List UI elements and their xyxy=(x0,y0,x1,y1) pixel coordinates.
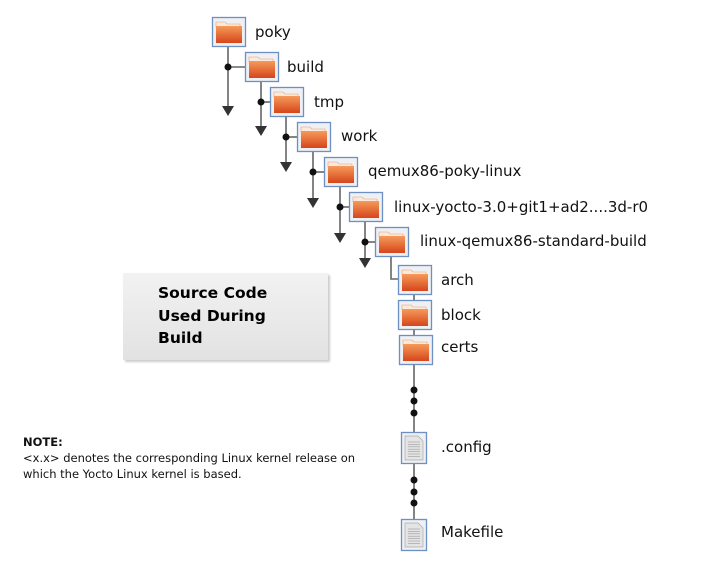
arrow-down-icon xyxy=(222,106,234,116)
ellipsis-dot xyxy=(410,386,418,394)
arrow-down-icon xyxy=(280,162,292,172)
callout-line: Used During xyxy=(158,306,266,325)
ellipsis-dot xyxy=(410,476,418,484)
tree-item-label: build xyxy=(287,58,324,76)
folder-icon xyxy=(403,344,429,361)
folder-icon xyxy=(249,61,275,78)
folder-icon xyxy=(379,236,405,253)
folder-icon xyxy=(301,131,327,148)
arrow-down-icon xyxy=(359,258,371,268)
junction-dot xyxy=(282,133,290,141)
folder-icon xyxy=(216,26,242,43)
tree-item-label: linux-yocto-3.0+git1+ad2....3d-r0 xyxy=(394,198,649,216)
tree-item-label: arch xyxy=(441,271,474,289)
ellipsis-dot xyxy=(410,409,418,417)
junction-dot xyxy=(309,168,317,176)
folder-icon xyxy=(353,201,379,218)
ellipsis-dot xyxy=(410,499,418,507)
arrow-down-icon xyxy=(255,126,267,136)
junction-dot xyxy=(336,203,344,211)
tree-item-label: certs xyxy=(441,338,479,356)
tree-item-label: linux-qemux86-standard-build xyxy=(420,232,647,250)
tree-item-label: block xyxy=(441,306,481,324)
note-line: which the Yocto Linux kernel is based. xyxy=(23,467,242,481)
arrow-down-icon xyxy=(307,198,319,208)
tree-item-label: poky xyxy=(255,23,291,41)
source-code-callout: Source Code Used During Build xyxy=(123,273,328,360)
arrow-down-icon xyxy=(334,233,346,243)
tree-item-label: .config xyxy=(441,438,492,456)
connector-line xyxy=(390,256,398,280)
junction-dot xyxy=(257,98,265,106)
ellipsis-dot xyxy=(410,397,418,405)
folder-icon xyxy=(274,96,300,113)
junction-dot xyxy=(224,63,232,71)
callout-line: Source Code xyxy=(158,284,268,302)
tree-item-label: Makefile xyxy=(441,523,504,541)
note-line: <x.x> denotes the corresponding Linux ke… xyxy=(23,451,356,465)
folder-icon xyxy=(328,166,354,183)
tree-item-label: qemux86-poky-linux xyxy=(368,162,522,180)
folder-icon xyxy=(402,309,428,326)
ellipsis-dot xyxy=(410,488,418,496)
callout-line: Build xyxy=(158,329,203,347)
note: NOTE: <x.x> denotes the corresponding Li… xyxy=(23,434,355,482)
note-title: NOTE: xyxy=(23,435,63,449)
tree-item-label: tmp xyxy=(314,93,345,111)
tree-item-label: work xyxy=(341,127,378,145)
folder-icon xyxy=(402,274,428,291)
junction-dot xyxy=(361,238,369,246)
